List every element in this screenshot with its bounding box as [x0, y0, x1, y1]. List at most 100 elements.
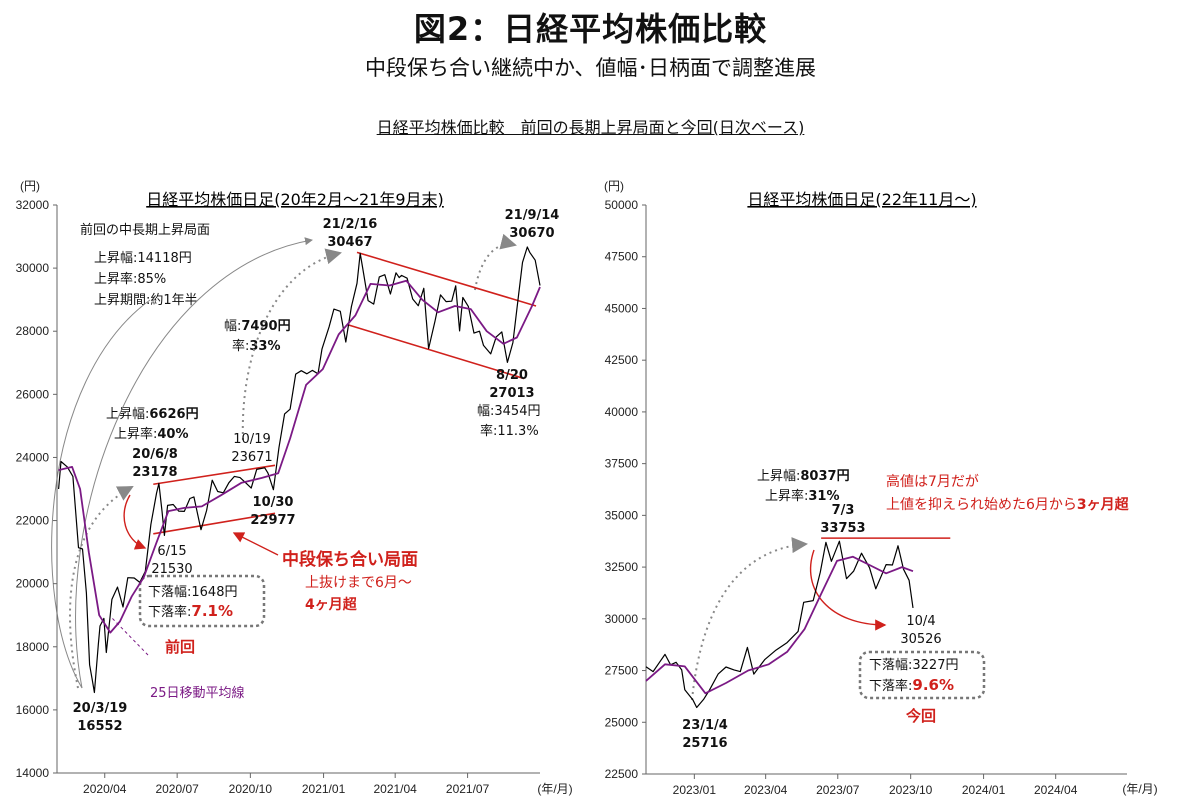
late-rise-rate: 率:11.3% [480, 423, 539, 439]
x-tick-label: 2023/04 [744, 783, 788, 797]
x-tick-label: 2021/07 [446, 782, 490, 796]
prev-drop-arc [123, 494, 147, 550]
left-chart-title: 日経平均株価日足(20年2月～21年9月末) [146, 190, 444, 209]
price-line [58, 246, 541, 694]
y-tick-label: 37500 [605, 457, 639, 471]
now-drop-box [858, 650, 986, 700]
y-tick-label: 30000 [16, 261, 50, 275]
point-date-label: 21/2/16 [323, 217, 378, 232]
y-tick-label: 20000 [16, 577, 50, 591]
y-tick-label: 50000 [605, 198, 639, 212]
point-value-label: 16552 [77, 719, 122, 734]
now-drop-width: 下落幅:3227円 [869, 658, 958, 673]
now-note-line2: 上値を抑えられ始めた6月から3ヶ月超 [886, 496, 1130, 513]
point-date-label: 10/19 [233, 432, 270, 447]
prev-phase-label: 前回の中長期上昇局面 [80, 222, 210, 238]
late-rise-width: 幅:3454円 [477, 404, 540, 419]
point-value-label: 23178 [132, 465, 177, 480]
prev-phase-arrow-lower [51, 299, 151, 689]
point-value-label: 33753 [820, 521, 865, 536]
point-date-label: 20/6/8 [132, 447, 178, 462]
mid-rise-dotted-arrow [241, 248, 342, 441]
trendline [347, 324, 525, 380]
first-rise-dotted-arrow [69, 486, 134, 689]
y-tick-label: 28000 [16, 324, 50, 338]
x-tick-label: 2023/01 [673, 783, 717, 797]
left-x-unit: (年/月) [537, 782, 572, 796]
point-date-label: 10/4 [906, 614, 935, 629]
point-date-label: 8/20 [496, 368, 528, 383]
right-x-unit: (年/月) [1122, 782, 1157, 796]
now-rise-rate: 上昇率:31% [765, 488, 840, 504]
point-value-label: 21530 [151, 562, 192, 577]
price-line [645, 540, 914, 709]
y-tick-label: 30000 [605, 612, 639, 626]
ma-legend-label: 25日移動平均線 [150, 685, 245, 701]
x-tick-label: 2023/10 [889, 783, 933, 797]
first-rise-rate: 上昇率:40% [114, 426, 189, 442]
point-value-label: 27013 [489, 386, 534, 401]
moving-average-line [645, 555, 914, 695]
mid-rise-rate: 率:33% [232, 338, 281, 354]
point-date-label: 7/3 [832, 503, 855, 518]
now-note-line1: 高値は7月だが [886, 473, 979, 490]
y-tick-label: 26000 [16, 387, 50, 401]
point-value-label: 30670 [509, 226, 554, 241]
trendline [356, 251, 537, 307]
now-label: 今回 [905, 707, 936, 725]
x-tick-label: 2021/04 [373, 782, 417, 796]
trendline [153, 512, 276, 535]
y-tick-label: 24000 [16, 450, 50, 464]
breakout-line1: 上抜けまで6月～ [305, 575, 412, 591]
y-tick-label: 27500 [605, 664, 639, 678]
y-tick-label: 22000 [16, 514, 50, 528]
consolidation-arrow [232, 532, 279, 556]
breakout-line2: 4ヶ月超 [305, 596, 358, 613]
point-value-label: 23671 [231, 450, 272, 465]
point-value-label: 25716 [682, 736, 727, 751]
x-tick-label: 2020/07 [155, 782, 199, 796]
section-title: 日経平均株価比較 前回の長期上昇局面と今回(日次ベース) [376, 118, 805, 137]
right-unit: (円) [604, 179, 624, 193]
figure-subtitle: 中段保ち合い継続中か、値幅･日柄面で調整進展 [364, 56, 817, 80]
mid-rise-width: 幅:7490円 [224, 319, 291, 334]
now-rise-dotted-arrow [691, 537, 808, 701]
prev-label: 前回 [165, 638, 195, 656]
point-date-label: 21/9/14 [505, 208, 560, 223]
y-tick-label: 16000 [16, 703, 50, 717]
point-value-label: 22977 [250, 513, 295, 528]
moving-average-line [58, 279, 541, 634]
prev-phase-arrow-upper [75, 237, 313, 689]
now-drop-arc [809, 549, 887, 631]
prev-drop-width: 下落幅:1648円 [148, 585, 237, 600]
point-date-label: 6/15 [157, 544, 186, 559]
prev-rise-period: 上昇期間:約1年半 [94, 293, 198, 308]
now-drop-rate: 下落率:9.6% [869, 676, 954, 694]
x-tick-label: 2024/04 [1034, 783, 1078, 797]
left-unit: (円) [20, 179, 40, 193]
point-value-label: 30467 [327, 235, 372, 250]
y-tick-label: 32500 [605, 560, 639, 574]
late-rise-dotted-arrow [474, 233, 517, 291]
y-tick-label: 18000 [16, 640, 50, 654]
first-rise-width: 上昇幅:6626円 [106, 407, 199, 422]
x-tick-label: 2023/07 [816, 783, 860, 797]
y-tick-label: 25000 [605, 715, 639, 729]
x-tick-label: 2020/04 [83, 782, 127, 796]
point-date-label: 20/3/19 [73, 701, 128, 716]
y-tick-label: 40000 [605, 405, 639, 419]
x-tick-label: 2024/01 [962, 783, 1006, 797]
y-tick-label: 32000 [16, 198, 50, 212]
x-tick-label: 2021/01 [302, 782, 346, 796]
point-date-label: 23/1/4 [682, 718, 728, 733]
figure-title: 図2：日経平均株価比較 [413, 10, 768, 48]
right-chart-title: 日経平均株価日足(22年11月～) [747, 190, 976, 209]
y-tick-label: 35000 [605, 508, 639, 522]
prev-drop-box [138, 574, 266, 628]
trendline [153, 464, 276, 486]
now-rise-width: 上昇幅:8037円 [757, 469, 850, 484]
y-tick-label: 47500 [605, 250, 639, 264]
point-value-label: 30526 [900, 632, 941, 647]
chart-marks: 32000 30000 28000 26000 24000 22000 20000 18000… [16, 198, 1127, 797]
